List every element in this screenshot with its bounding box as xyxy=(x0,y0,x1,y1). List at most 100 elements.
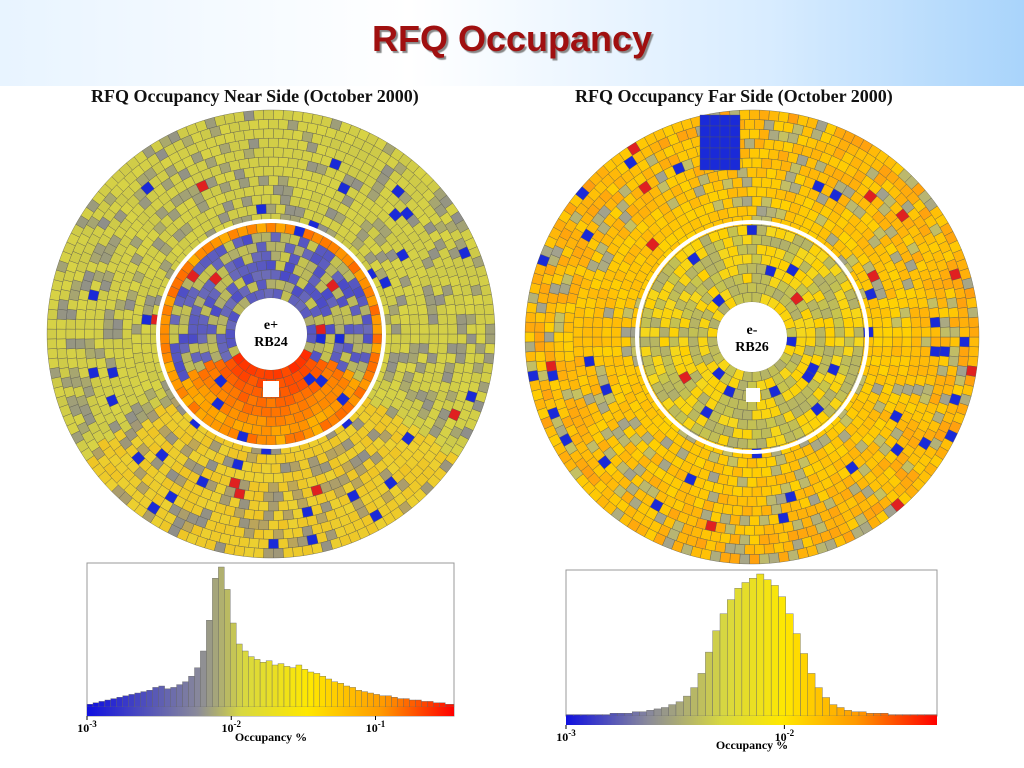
axis-tick-label: 10-3 xyxy=(77,719,97,735)
occupancy-cell xyxy=(282,110,294,121)
occupancy-cell xyxy=(481,362,494,374)
occupancy-cell xyxy=(105,357,117,370)
occupancy-cell xyxy=(620,336,632,348)
occupancy-cell xyxy=(282,147,294,159)
histogram-bar xyxy=(851,711,860,717)
occupancy-cell xyxy=(553,321,565,333)
occupancy-cell xyxy=(871,346,883,358)
occupancy-cell xyxy=(268,156,279,167)
occupancy-cell xyxy=(751,157,763,169)
occupancy-cell xyxy=(564,360,577,372)
occupancy-cell xyxy=(289,460,301,473)
occupancy-cell xyxy=(969,336,980,348)
occupancy-cell xyxy=(248,481,260,492)
occupancy-cell xyxy=(739,109,750,121)
occupancy-cell xyxy=(282,509,294,521)
histogram-bar xyxy=(355,690,362,708)
occupancy-cell xyxy=(563,351,575,362)
occupancy-cell xyxy=(965,297,978,309)
histogram-bar xyxy=(403,698,410,708)
occupancy-cell xyxy=(563,312,575,323)
occupancy-cell xyxy=(777,130,790,143)
occupancy-cell xyxy=(526,301,538,314)
occupancy-cell xyxy=(270,250,282,262)
occupancy-cell xyxy=(815,326,826,338)
occupancy-cell xyxy=(292,148,304,160)
occupancy-cell xyxy=(270,425,282,436)
histogram-bar xyxy=(661,707,669,717)
occupancy-cell xyxy=(872,336,884,348)
occupancy-cell xyxy=(255,241,267,253)
occupancy-cell xyxy=(959,336,970,348)
occupancy-cell xyxy=(782,540,795,553)
histogram-bar xyxy=(224,589,231,708)
occupancy-cell xyxy=(544,311,556,323)
occupancy-cell xyxy=(268,138,279,148)
occupancy-cell xyxy=(46,328,57,340)
histogram-bar xyxy=(895,714,904,717)
occupancy-cell xyxy=(400,323,411,335)
occupancy-cell xyxy=(93,338,105,350)
occupancy-cell xyxy=(282,166,294,178)
histogram-bar xyxy=(170,687,177,708)
occupancy-cell xyxy=(534,311,546,323)
occupancy-cell xyxy=(900,346,912,358)
occupancy-cell xyxy=(255,260,267,272)
occupancy-cell xyxy=(729,147,741,160)
occupancy-cell xyxy=(485,323,496,335)
histogram-bar xyxy=(741,582,750,717)
occupancy-cell xyxy=(534,351,546,363)
occupancy-cell xyxy=(301,525,314,537)
occupancy-cell xyxy=(553,341,565,353)
occupancy-cell xyxy=(251,462,262,474)
occupancy-cell xyxy=(842,316,854,329)
occupancy-cell xyxy=(282,185,294,197)
occupancy-cell xyxy=(938,306,950,319)
occupancy-cell xyxy=(746,400,758,411)
occupancy-cell xyxy=(248,519,260,530)
occupancy-cell xyxy=(573,316,584,328)
occupancy-cell xyxy=(275,415,287,427)
occupancy-cell xyxy=(248,176,260,187)
occupancy-cell xyxy=(766,494,778,506)
occupancy-cell xyxy=(721,197,734,210)
histogram-bar xyxy=(602,714,611,717)
histogram-bar xyxy=(565,714,574,717)
occupancy-cell xyxy=(238,498,250,510)
occupancy-cell xyxy=(455,303,466,316)
occupancy-cell xyxy=(253,166,265,177)
occupancy-cell xyxy=(736,457,748,469)
occupancy-cell xyxy=(370,342,382,355)
occupancy-cell xyxy=(140,323,151,335)
occupancy-cell xyxy=(949,316,960,328)
occupancy-cell xyxy=(263,369,274,380)
occupancy-cell xyxy=(554,312,566,323)
occupancy-cell xyxy=(253,472,265,483)
occupancy-cell xyxy=(910,346,922,358)
occupancy-cell xyxy=(253,185,265,196)
occupancy-cell xyxy=(734,524,746,536)
occupancy-cell xyxy=(602,355,615,368)
occupancy-cell xyxy=(572,326,584,338)
occupancy-cell xyxy=(746,225,758,236)
occupancy-cell xyxy=(268,538,279,549)
occupancy-cell xyxy=(464,303,476,316)
occupancy-cell xyxy=(255,434,267,446)
occupancy-cell xyxy=(754,138,765,149)
occupancy-cell xyxy=(287,518,299,530)
occupancy-cell xyxy=(736,476,748,488)
occupancy-cell xyxy=(524,331,535,343)
histogram-bar xyxy=(421,701,428,708)
occupancy-cell xyxy=(544,321,555,333)
histogram-bar xyxy=(697,673,706,717)
occupancy-cell xyxy=(926,297,939,310)
occupancy-cell xyxy=(555,302,567,314)
occupancy-cell xyxy=(390,343,401,354)
occupancy-cell xyxy=(480,284,492,297)
occupancy-cell xyxy=(233,111,245,123)
occupancy-cell xyxy=(744,138,755,149)
histogram-bar xyxy=(343,685,350,708)
occupancy-cell xyxy=(233,526,246,538)
occupancy-cell xyxy=(879,306,892,319)
occupancy-cell xyxy=(86,357,98,370)
